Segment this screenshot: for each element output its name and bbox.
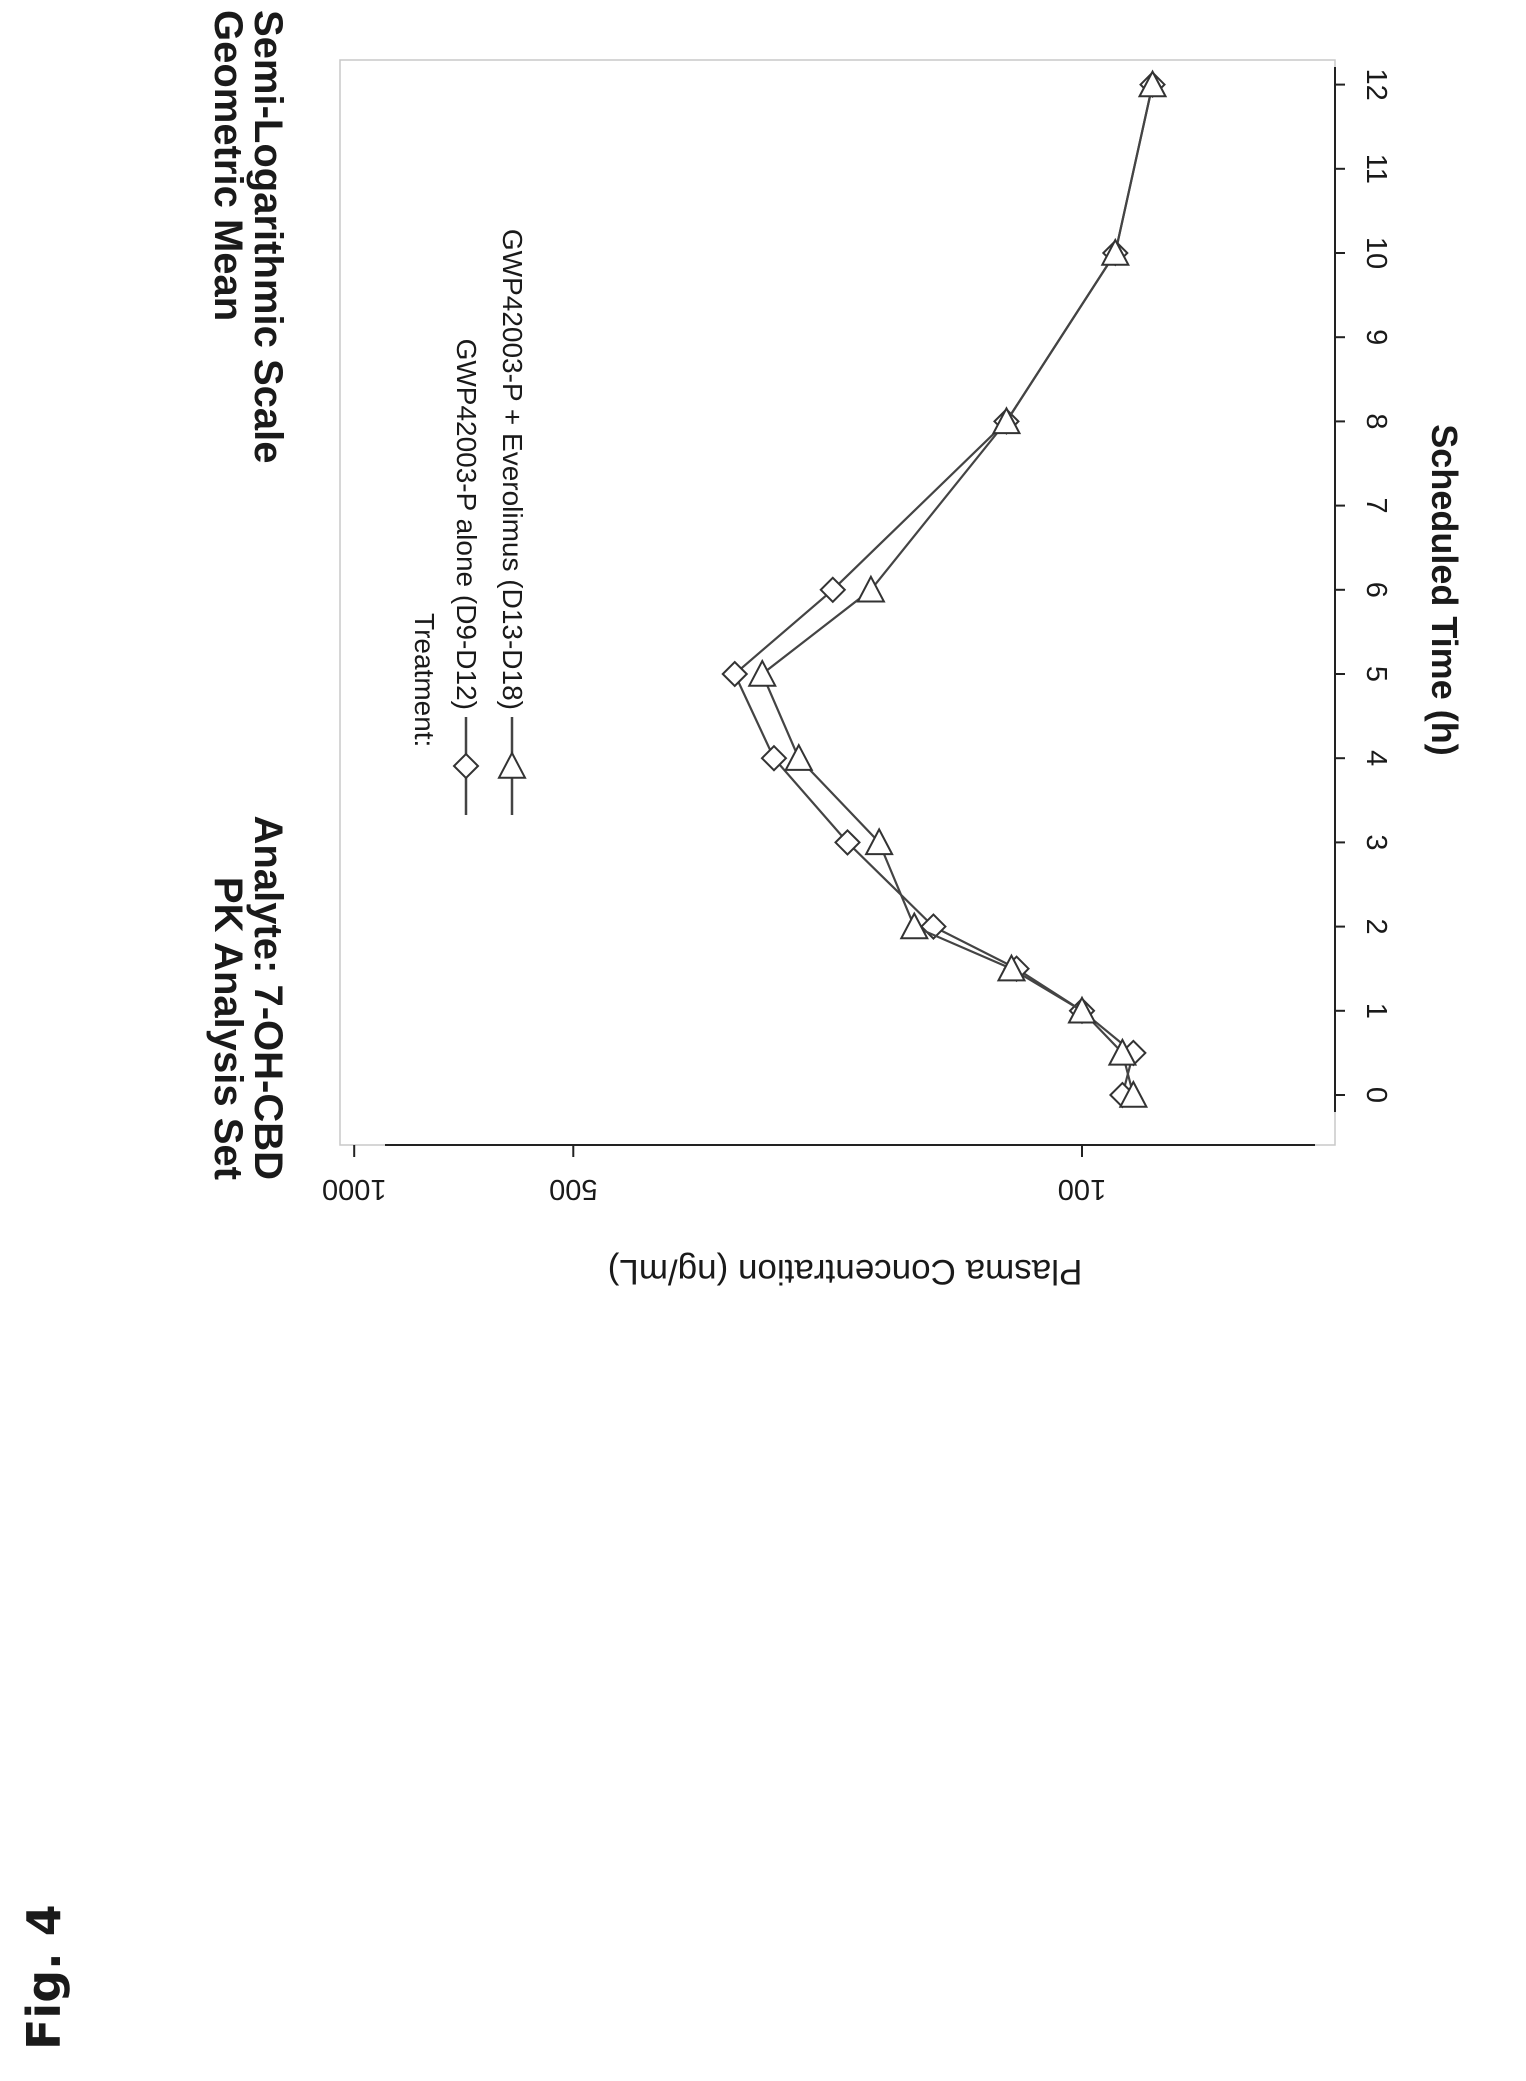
x-tick-label: 2 [1360, 919, 1392, 935]
series-1-marker [834, 828, 861, 856]
legend-label-1: GWP42003-P alone (D9-D12) [451, 339, 482, 710]
series-2-marker [1107, 1037, 1138, 1066]
plot-frame [339, 59, 1336, 1146]
series-1-marker [760, 744, 788, 772]
series-2-marker [747, 658, 777, 687]
series-2-marker [1100, 237, 1130, 266]
series-2-marker [784, 743, 814, 771]
y-tick-label: 500 [549, 1173, 597, 1205]
series-2-marker [1067, 995, 1097, 1024]
x-tick-label: 4 [1360, 750, 1392, 766]
series-1-marker [721, 660, 749, 688]
series-2-marker [899, 911, 929, 940]
series-2-marker [864, 827, 894, 856]
x-tick-label: 3 [1360, 834, 1392, 850]
y-axis-ticks: 100 500 1000 [322, 1145, 1106, 1205]
y-tick-label: 1000 [322, 1173, 387, 1205]
x-tick-label: 12 [1360, 68, 1392, 100]
series-2-marker [856, 574, 886, 603]
x-tick-label: 9 [1360, 329, 1392, 345]
header-right-line2: Semi-Logarithmic Scale [246, 10, 290, 463]
header-left-line2: Analyte: 7-OH-CBD [246, 816, 290, 1180]
chart-header: PK Analysis Set Analyte: 7-OH-CBD Geomet… [206, 10, 290, 1180]
legend-title: Treatment: [409, 613, 440, 747]
y-axis-title: Plasma Concentration (ng/mL) [608, 1252, 1083, 1291]
x-tick-label: 6 [1360, 582, 1392, 598]
legend-marker-1 [452, 752, 480, 780]
series-1-marker [819, 576, 847, 604]
rotated-chart: PK Analysis Set Analyte: 7-OH-CBD Geomet… [206, 10, 1465, 1291]
legend: Treatment: GWP42003-P alone (D9-D12) GWP4… [409, 229, 528, 815]
header-left-line1: PK Analysis Set [206, 877, 250, 1180]
legend-entries: GWP42003-P alone (D9-D12) GWP42003-P + Ev… [451, 229, 528, 815]
figure-label: Fig. 4 [17, 1904, 71, 2050]
y-tick-label: 100 [1058, 1173, 1106, 1205]
legend-marker-2 [497, 750, 527, 779]
x-tick-label: 8 [1360, 413, 1392, 429]
x-tick-label: 11 [1360, 154, 1392, 184]
series-2-marker [1118, 1079, 1149, 1108]
x-tick-label: 0 [1360, 1087, 1392, 1103]
series-line-1 [733, 84, 1154, 1096]
x-tick-label: 10 [1360, 237, 1392, 269]
x-tick-label: 5 [1360, 666, 1392, 682]
series-layer [721, 69, 1168, 1109]
header-right-line1: Geometric Mean [206, 10, 250, 321]
series-2-marker [991, 406, 1022, 435]
x-axis-title: Scheduled Time (h) [1424, 424, 1465, 755]
x-tick-label: 7 [1360, 498, 1392, 514]
series-2-marker [1137, 69, 1168, 98]
series-2-marker [996, 953, 1027, 982]
legend-label-2: GWP42003-P + Everolimus (D13-D18) [497, 229, 528, 710]
x-tick-label: 1 [1360, 1003, 1392, 1019]
